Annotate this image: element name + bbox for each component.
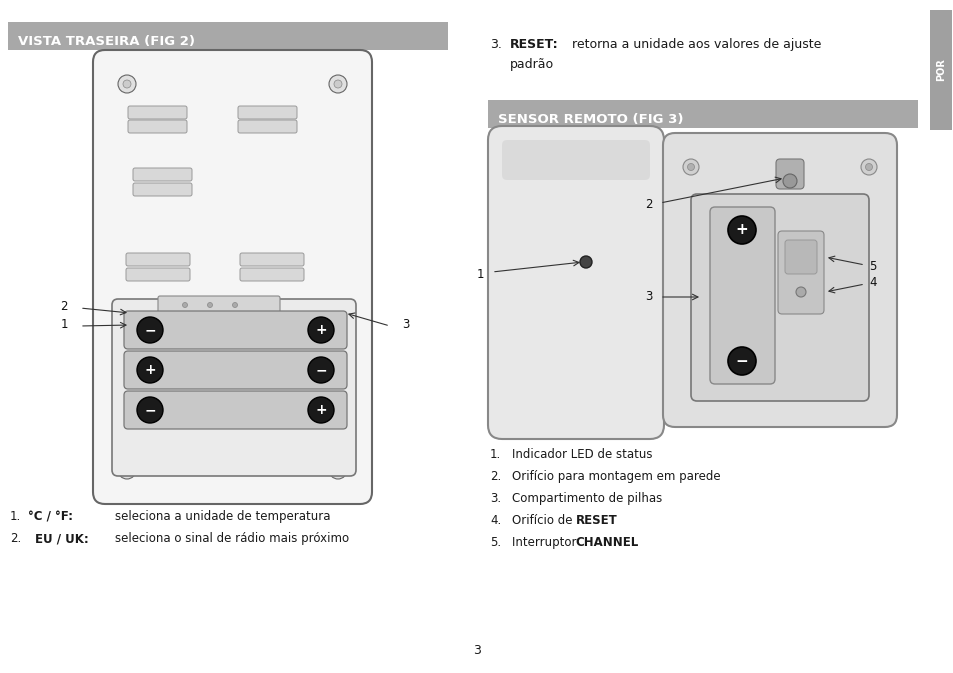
FancyBboxPatch shape bbox=[929, 10, 951, 130]
Circle shape bbox=[687, 164, 694, 170]
Circle shape bbox=[308, 357, 334, 383]
Text: °C / °F:: °C / °F: bbox=[28, 510, 73, 523]
Circle shape bbox=[727, 216, 755, 244]
FancyBboxPatch shape bbox=[92, 50, 372, 504]
Text: RESET: RESET bbox=[575, 514, 617, 527]
Text: −: − bbox=[144, 323, 155, 337]
FancyBboxPatch shape bbox=[775, 159, 803, 189]
Text: 5: 5 bbox=[868, 260, 876, 273]
Circle shape bbox=[782, 174, 796, 188]
FancyBboxPatch shape bbox=[8, 22, 448, 50]
Circle shape bbox=[682, 159, 699, 175]
Text: 4: 4 bbox=[868, 275, 876, 289]
Text: POR: POR bbox=[935, 59, 945, 81]
Text: 3: 3 bbox=[401, 318, 409, 330]
Circle shape bbox=[308, 317, 334, 343]
FancyBboxPatch shape bbox=[778, 231, 823, 314]
FancyBboxPatch shape bbox=[124, 351, 347, 389]
Circle shape bbox=[123, 466, 131, 474]
Circle shape bbox=[182, 302, 188, 308]
Circle shape bbox=[123, 80, 131, 88]
Text: RESET:: RESET: bbox=[510, 38, 558, 51]
Text: 2.: 2. bbox=[10, 532, 21, 545]
Text: seleciona a unidade de temperatura: seleciona a unidade de temperatura bbox=[115, 510, 330, 523]
Circle shape bbox=[334, 466, 341, 474]
FancyBboxPatch shape bbox=[662, 133, 896, 427]
Circle shape bbox=[118, 461, 136, 479]
FancyBboxPatch shape bbox=[488, 100, 917, 128]
Text: 3.: 3. bbox=[490, 38, 501, 51]
FancyBboxPatch shape bbox=[124, 391, 347, 429]
Circle shape bbox=[334, 80, 341, 88]
FancyBboxPatch shape bbox=[158, 296, 280, 314]
FancyBboxPatch shape bbox=[112, 299, 355, 476]
Text: +: + bbox=[144, 363, 155, 377]
Circle shape bbox=[795, 287, 805, 297]
Text: retorna a unidade aos valores de ajuste: retorna a unidade aos valores de ajuste bbox=[572, 38, 821, 51]
Text: 1.: 1. bbox=[10, 510, 21, 523]
FancyBboxPatch shape bbox=[784, 240, 816, 274]
Circle shape bbox=[727, 347, 755, 375]
Circle shape bbox=[308, 397, 334, 423]
Circle shape bbox=[861, 159, 876, 175]
FancyBboxPatch shape bbox=[240, 268, 304, 281]
Text: −: − bbox=[735, 353, 747, 369]
Text: Indicador LED de status: Indicador LED de status bbox=[512, 448, 652, 461]
FancyBboxPatch shape bbox=[690, 194, 868, 401]
Text: Compartimento de pilhas: Compartimento de pilhas bbox=[512, 492, 661, 505]
Text: 1.: 1. bbox=[490, 448, 500, 461]
Text: Orifício de: Orifício de bbox=[512, 514, 576, 527]
Text: EU / UK:: EU / UK: bbox=[35, 532, 89, 545]
Circle shape bbox=[233, 302, 237, 308]
Text: 3.: 3. bbox=[490, 492, 500, 505]
Text: 1: 1 bbox=[60, 318, 68, 330]
Text: 3: 3 bbox=[645, 291, 652, 304]
Text: SENSOR REMOTO (FIG 3): SENSOR REMOTO (FIG 3) bbox=[497, 112, 682, 125]
Circle shape bbox=[137, 397, 163, 423]
Text: CHANNEL: CHANNEL bbox=[575, 536, 639, 549]
FancyBboxPatch shape bbox=[128, 106, 187, 119]
Text: VISTA TRASEIRA (FIG 2): VISTA TRASEIRA (FIG 2) bbox=[18, 34, 194, 48]
Text: 4.: 4. bbox=[490, 514, 500, 527]
Text: 1: 1 bbox=[476, 267, 483, 281]
Circle shape bbox=[329, 75, 347, 93]
FancyBboxPatch shape bbox=[124, 311, 347, 349]
Text: −: − bbox=[314, 363, 327, 377]
FancyBboxPatch shape bbox=[126, 253, 190, 266]
Circle shape bbox=[579, 256, 592, 268]
FancyBboxPatch shape bbox=[709, 207, 774, 384]
Circle shape bbox=[118, 75, 136, 93]
Circle shape bbox=[137, 357, 163, 383]
Text: 2.: 2. bbox=[490, 470, 500, 483]
Text: Interruptor: Interruptor bbox=[512, 536, 579, 549]
Circle shape bbox=[329, 461, 347, 479]
Text: +: + bbox=[735, 223, 747, 238]
Text: seleciona o sinal de rádio mais próximo: seleciona o sinal de rádio mais próximo bbox=[115, 532, 349, 545]
FancyBboxPatch shape bbox=[501, 140, 649, 180]
Circle shape bbox=[208, 302, 213, 308]
FancyBboxPatch shape bbox=[237, 120, 296, 133]
Text: padrão: padrão bbox=[510, 58, 554, 71]
Text: −: − bbox=[144, 403, 155, 417]
Text: 5.: 5. bbox=[490, 536, 500, 549]
FancyBboxPatch shape bbox=[128, 120, 187, 133]
FancyBboxPatch shape bbox=[240, 253, 304, 266]
FancyBboxPatch shape bbox=[132, 168, 192, 181]
FancyBboxPatch shape bbox=[488, 126, 663, 439]
Circle shape bbox=[137, 317, 163, 343]
FancyBboxPatch shape bbox=[126, 268, 190, 281]
FancyBboxPatch shape bbox=[237, 106, 296, 119]
FancyBboxPatch shape bbox=[132, 183, 192, 196]
Text: +: + bbox=[314, 403, 327, 417]
Text: +: + bbox=[314, 323, 327, 337]
Text: 2: 2 bbox=[645, 199, 652, 211]
Circle shape bbox=[864, 164, 872, 170]
Text: 3: 3 bbox=[473, 643, 480, 656]
Text: 2: 2 bbox=[60, 299, 68, 312]
Text: Orifício para montagem em parede: Orifício para montagem em parede bbox=[512, 470, 720, 483]
